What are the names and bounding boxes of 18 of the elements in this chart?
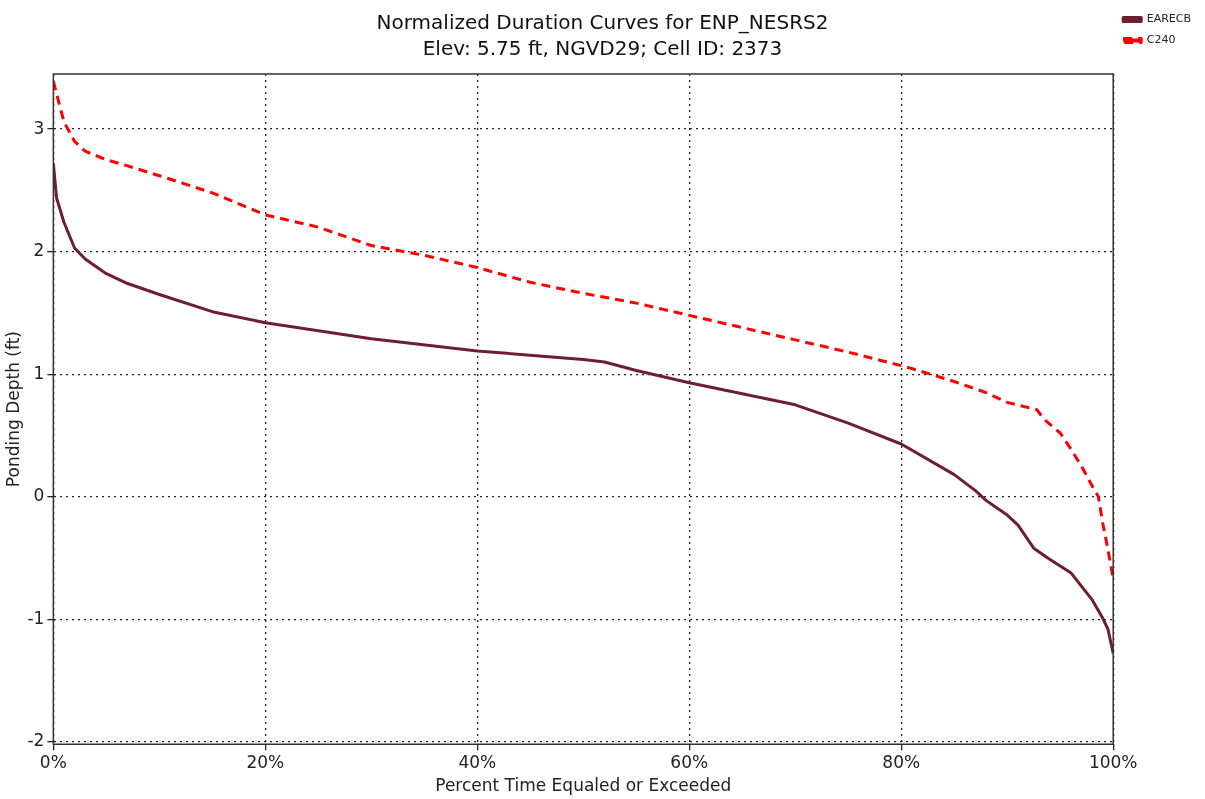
y-tick-label: 3 <box>33 117 45 138</box>
x-tick-label: 40% <box>458 751 497 772</box>
x-tick-label: 60% <box>670 751 709 772</box>
y-tick-label: -2 <box>27 730 45 751</box>
legend-label: C240 <box>1146 33 1176 47</box>
x-tick-label: 0% <box>39 751 67 772</box>
y-tick-label: 2 <box>33 240 45 261</box>
x-tick-label: 20% <box>246 751 285 772</box>
x-tick-label: 80% <box>882 751 921 772</box>
chart-title: Normalized Duration Curves for ENP_NESRS2 <box>376 10 829 35</box>
legend-label: EARECB <box>1146 12 1191 26</box>
y-tick-label: 0 <box>33 485 45 506</box>
chart-subtitle: Elev: 5.75 ft, NGVD29; Cell ID: 2373 <box>422 36 783 61</box>
x-axis-title: Percent Time Equaled or Exceeded <box>435 775 732 796</box>
x-tick-label: 100% <box>1088 751 1138 772</box>
y-tick-label: 1 <box>33 362 45 383</box>
y-tick-label: -1 <box>27 607 45 628</box>
y-axis-title: Ponding Depth (ft) <box>2 331 23 488</box>
